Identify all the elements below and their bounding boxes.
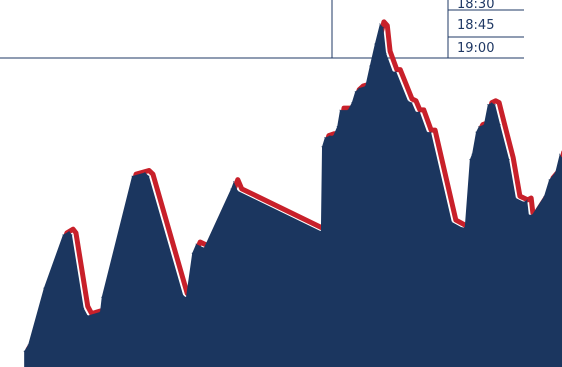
data-point-32 (364, 85, 366, 87)
data-point-18 (230, 188, 232, 190)
data-point-65 (548, 179, 550, 181)
data-point-13 (182, 294, 184, 296)
data-point-61 (526, 199, 528, 201)
tick-label-1: 18:45 (457, 18, 494, 33)
data-point-20 (237, 190, 239, 192)
data-point-44 (426, 131, 428, 133)
data-point-29 (351, 102, 353, 104)
series-layer (23, 19, 562, 367)
data-point-55 (491, 102, 493, 104)
data-point-64 (543, 195, 545, 197)
data-point-30 (354, 91, 356, 93)
data-point-52 (478, 126, 480, 128)
data-point-36 (382, 27, 384, 29)
data-point-37 (385, 52, 387, 54)
data-point-1 (27, 344, 29, 346)
data-point-10 (131, 175, 133, 177)
data-point-19 (233, 181, 235, 183)
data-point-4 (68, 230, 70, 232)
data-point-41 (411, 102, 413, 104)
data-point-48 (464, 227, 466, 229)
data-point-51 (475, 131, 477, 133)
data-point-17 (203, 247, 205, 249)
data-point-6 (83, 307, 85, 309)
data-point-3 (62, 234, 64, 236)
tick-label-0: 18:30 (457, 0, 494, 12)
data-point-62 (528, 214, 530, 216)
data-point-28 (347, 109, 349, 111)
data-point-2 (43, 287, 45, 289)
data-point-31 (358, 87, 360, 89)
data-point-8 (99, 311, 101, 313)
data-point-58 (508, 159, 510, 161)
data-point-15 (191, 252, 193, 254)
data-point-5 (71, 234, 73, 236)
tick-label-2: 19:00 (457, 41, 494, 56)
data-point-60 (523, 201, 525, 203)
data-point-47 (461, 227, 463, 229)
data-point-26 (336, 126, 338, 128)
data-point-67 (559, 153, 561, 155)
data-point-33 (369, 65, 371, 67)
data-point-66 (554, 171, 556, 173)
data-point-23 (324, 137, 326, 139)
data-point-53 (483, 124, 485, 126)
data-point-14 (185, 296, 187, 298)
data-point-50 (471, 153, 473, 155)
data-point-39 (395, 71, 397, 73)
data-point-38 (392, 71, 394, 73)
data-point-63 (531, 214, 533, 216)
data-point-54 (487, 104, 489, 106)
data-point-12 (148, 175, 150, 177)
data-point-57 (499, 124, 501, 126)
data-point-45 (430, 131, 432, 133)
data-point-27 (339, 109, 341, 111)
data-point-46 (451, 221, 453, 223)
series-area (24, 23, 562, 367)
data-point-16 (195, 243, 197, 245)
data-point-9 (101, 296, 103, 298)
data-point-49 (469, 159, 471, 161)
data-point-34 (374, 43, 376, 45)
data-point-7 (87, 315, 89, 317)
data-point-22 (321, 146, 323, 148)
data-point-11 (144, 171, 146, 173)
data-point-25 (332, 135, 334, 137)
data-point-0 (23, 350, 25, 352)
data-point-21 (320, 230, 322, 232)
data-point-56 (494, 104, 496, 106)
data-point-40 (407, 100, 409, 102)
data-point-59 (515, 197, 517, 199)
data-point-35 (379, 23, 381, 25)
data-point-43 (419, 111, 421, 113)
data-point-24 (329, 135, 331, 137)
data-point-42 (415, 111, 417, 113)
